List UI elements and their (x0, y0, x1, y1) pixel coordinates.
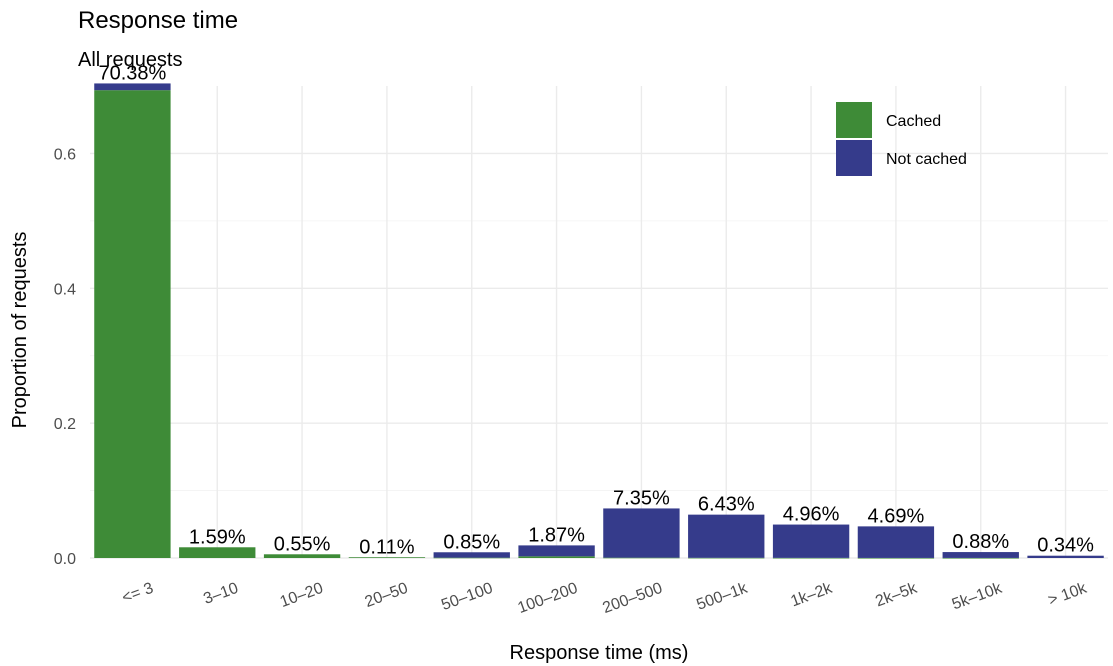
x-tick-label: 500–1k (694, 579, 750, 613)
bar-total-label: 0.85% (443, 531, 500, 553)
bar-total-label: 0.88% (952, 531, 1009, 553)
x-tick-label: 10–20 (278, 580, 326, 611)
bar-not-cached (94, 83, 171, 91)
x-tick-label: 2k–5k (873, 579, 920, 610)
y-tick-label: 0.0 (54, 551, 76, 568)
bar-not-cached (433, 552, 510, 558)
bar-total-label: 0.55% (274, 533, 331, 555)
bar-not-cached (857, 526, 935, 558)
bar-cached (94, 90, 171, 558)
bar-cached (263, 554, 341, 558)
x-tick-label: > 10k (1046, 579, 1090, 609)
bar-total-label: 4.69% (868, 505, 925, 527)
y-tick-label: 0.4 (54, 281, 76, 298)
bar-cached (179, 547, 256, 558)
x-axis-ticks: <= 3 3–10 10–20 20–50 50–100 100–200 200–500 50… (120, 579, 1090, 617)
bar-not-cached (603, 508, 680, 558)
bar-total-label: 70.38% (98, 62, 166, 84)
bar-not-cached (1027, 555, 1104, 558)
legend-label-not-cached: Not cached (886, 151, 967, 168)
x-axis-title: Response time (ms) (510, 642, 689, 664)
bar-cached (433, 557, 510, 559)
x-tick-label: <= 3 (120, 580, 156, 607)
y-axis-title: Proportion of requests (9, 232, 31, 429)
bar-cached (603, 557, 680, 559)
bar-not-cached (942, 552, 1019, 558)
y-tick-label: 0.6 (54, 146, 76, 163)
bar-total-label: 0.34% (1037, 535, 1094, 557)
bar-cached (688, 557, 765, 559)
data-labels: 70.38% 1.59% 0.55% 0.11% 0.85% 1.87% 7.35% 6.43… (98, 62, 1094, 558)
bar-not-cached (772, 524, 850, 558)
bar-cached (942, 557, 1019, 559)
y-tick-label: 0.2 (54, 416, 76, 433)
x-tick-label: 200–500 (600, 580, 664, 617)
bar-total-label: 1.87% (528, 524, 585, 546)
bar-cached (857, 557, 935, 559)
bar-not-cached (688, 514, 765, 558)
x-tick-label: 100–200 (516, 580, 580, 617)
bar-cached (348, 557, 426, 558)
x-tick-label: 1k–2k (789, 579, 836, 610)
bar-cached (518, 556, 595, 558)
x-tick-label: 5k–10k (950, 579, 1005, 613)
bar-total-label: 6.43% (698, 494, 755, 516)
legend-swatch-not-cached (836, 140, 872, 176)
bar-total-label: 7.35% (613, 487, 670, 509)
x-tick-label: 50–100 (439, 580, 495, 614)
bar-total-label: 0.11% (359, 536, 414, 558)
x-tick-label: 3–10 (201, 580, 240, 608)
bar-cached (772, 557, 850, 559)
legend-label-cached: Cached (886, 113, 941, 130)
y-axis-ticks: 0.0 0.2 0.4 0.6 (54, 146, 76, 568)
x-tick-label: 20–50 (363, 580, 411, 611)
bar-total-label: 1.59% (189, 526, 246, 548)
bars (94, 83, 1104, 559)
bar-not-cached (518, 545, 595, 557)
chart-subtitle: All requests (78, 49, 183, 71)
legend: Cached Not cached (836, 102, 967, 176)
legend-swatch-cached (836, 102, 872, 138)
grid (90, 86, 1108, 559)
bar-total-label: 4.96% (783, 504, 840, 526)
chart-title: Response time (78, 7, 238, 34)
